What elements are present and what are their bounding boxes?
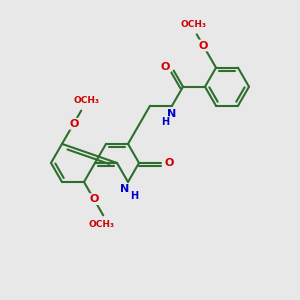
- Text: N: N: [120, 184, 130, 194]
- Text: OCH₃: OCH₃: [73, 96, 99, 105]
- Text: O: O: [164, 158, 174, 168]
- Text: O: O: [89, 194, 99, 204]
- Text: O: O: [161, 61, 170, 71]
- Text: H: H: [130, 191, 138, 201]
- Text: N: N: [167, 109, 177, 119]
- Text: O: O: [69, 119, 79, 129]
- Text: OCH₃: OCH₃: [88, 220, 114, 229]
- Text: H: H: [161, 117, 169, 127]
- Text: O: O: [198, 40, 208, 50]
- Text: OCH₃: OCH₃: [181, 20, 207, 29]
